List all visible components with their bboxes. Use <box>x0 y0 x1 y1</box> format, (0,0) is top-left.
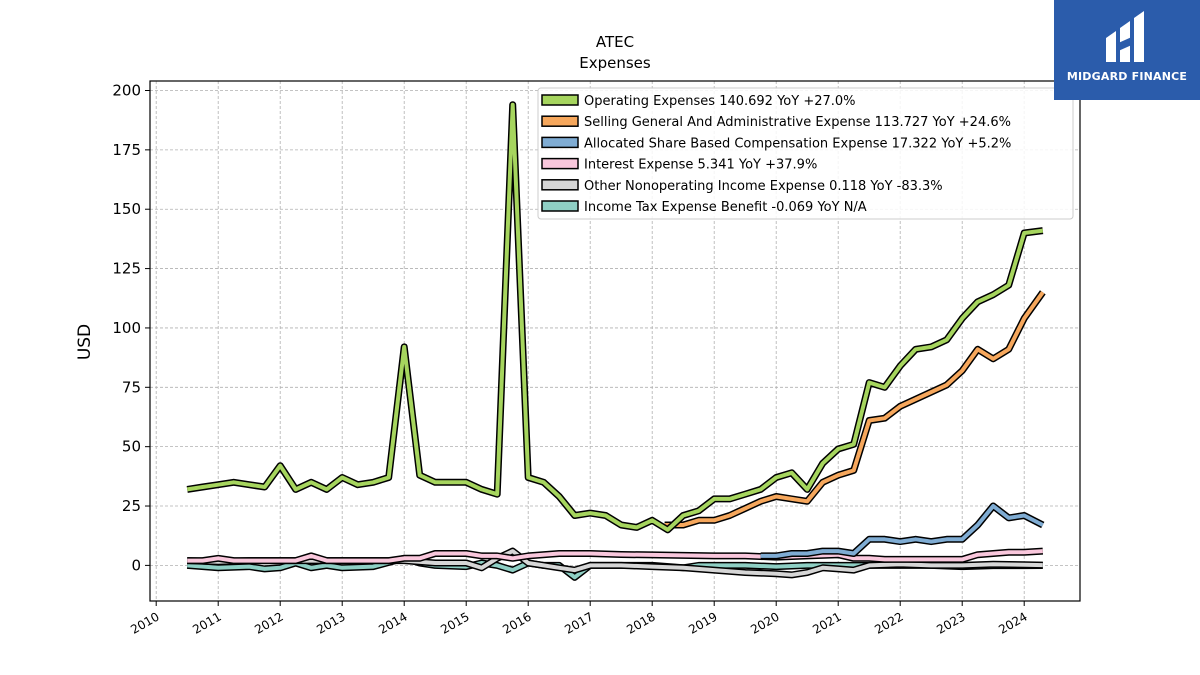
series-operating-expenses <box>186 101 1044 534</box>
legend-swatch <box>541 157 579 170</box>
series-interest-expense <box>187 547 1044 565</box>
series-line <box>664 291 1045 527</box>
y-axis-label: USD <box>75 324 95 360</box>
series-line <box>760 504 1044 558</box>
series-layer <box>186 101 1046 581</box>
legend-swatch <box>541 94 579 106</box>
x-tick-label: 2012 <box>252 609 285 636</box>
y-tick-label: 100 <box>112 319 141 337</box>
y-tick-label: 200 <box>112 81 141 99</box>
legend-swatch <box>541 115 579 127</box>
legend-entry: Allocated Share Based Compensation Expen… <box>584 136 1011 151</box>
series-line <box>187 549 1043 563</box>
y-tick-label: 175 <box>112 141 141 159</box>
x-tick-label: 2024 <box>996 609 1029 636</box>
legend-swatch <box>541 179 579 191</box>
x-tick-label: 2014 <box>376 609 409 636</box>
x-tick-label: 2023 <box>934 609 967 636</box>
legend-swatch <box>541 136 579 149</box>
series-allocated-share-based-compensation-expense <box>760 502 1045 560</box>
logo-text: MIDGARD FINANCE <box>1066 70 1188 83</box>
x-tick-label: 2015 <box>438 609 471 636</box>
x-tick-label: 2019 <box>686 609 719 636</box>
x-tick-label: 2016 <box>500 609 533 636</box>
series-outline <box>664 290 1046 529</box>
x-tick-label: 2013 <box>314 609 347 636</box>
y-tick-label: 25 <box>122 497 141 515</box>
legend-swatch <box>541 200 579 212</box>
y-tick-label: 125 <box>112 260 141 278</box>
x-tick-label: 2011 <box>190 609 223 636</box>
x-tick-label: 2021 <box>810 609 843 636</box>
plot-frame <box>149 80 1081 602</box>
legend: Operating Expenses 140.692 YoY +27.0% Sel… <box>537 87 1074 220</box>
series-line <box>186 102 1044 532</box>
legend-entry: Interest Expense 5.341 YoY +37.9% <box>584 158 817 173</box>
legend-entry: Selling General And Administrative Expen… <box>584 115 1011 130</box>
legend-entry: Other Nonoperating Income Expense 0.118 … <box>584 179 943 194</box>
x-tick-label: 2010 <box>128 609 161 636</box>
midgard-logo-icon <box>1106 11 1144 62</box>
midgard-finance-logo: MIDGARD FINANCE <box>1054 0 1200 100</box>
legend-entry: Income Tax Expense Benefit -0.069 YoY N/… <box>584 200 867 215</box>
x-tick-label: 2017 <box>562 609 595 636</box>
legend-box <box>537 87 1074 220</box>
y-tick-label: 50 <box>122 438 141 456</box>
chart-subtitle: Expenses <box>579 54 651 72</box>
x-tick-label: 2018 <box>624 609 657 636</box>
series-selling-general-and-administrative-expense <box>664 290 1046 529</box>
chart-title: ATEC <box>596 33 634 51</box>
y-tick-label: 150 <box>112 200 141 218</box>
legend-entry: Operating Expenses 140.692 YoY +27.0% <box>584 94 856 109</box>
x-tick-label: 2022 <box>872 609 905 636</box>
x-tick-label: 2020 <box>748 609 781 636</box>
y-tick-label: 75 <box>122 378 141 396</box>
y-tick-label: 0 <box>131 556 141 574</box>
